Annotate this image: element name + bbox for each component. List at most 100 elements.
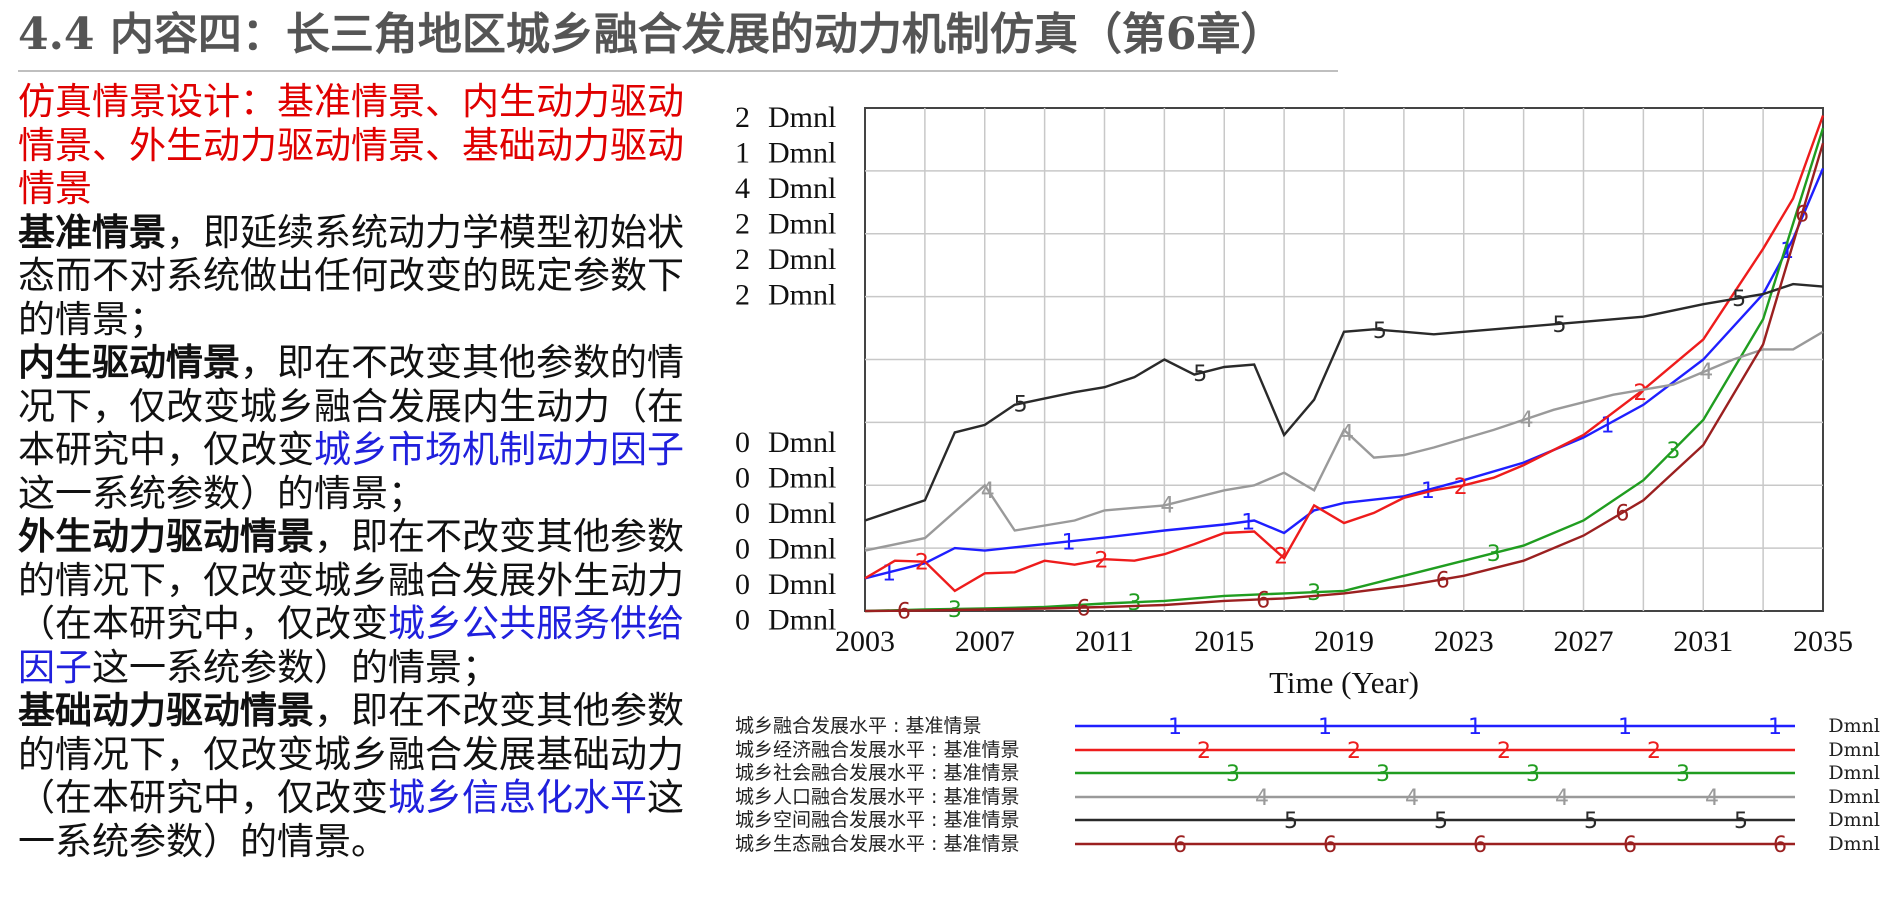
- legend-row: 城乡融合发展水平 : 基准情景 Dmnl 1 1 1 1 1: [735, 712, 1880, 740]
- y-tick-value: 2: [735, 208, 750, 241]
- slide-title: 4.4 内容四：长三角地区城乡融合发展的动力机制仿真（第6章）: [18, 9, 1285, 60]
- legend-row: 城乡经济融合发展水平 : 基准情景 Dmnl 2 2 2 2: [735, 736, 1880, 764]
- description-column: 仿真情景设计：基准情景、内生动力驱动情景、外生动力驱动情景、基础动力驱动情景 基…: [18, 80, 708, 863]
- series-marker-6: 6: [1256, 588, 1270, 613]
- endogenous-text-b: 这一系统参数）的情景；: [18, 471, 425, 515]
- series-line-2: [864, 115, 1825, 593]
- series-line-3: [864, 127, 1825, 613]
- legend-marker: 2: [1347, 739, 1361, 764]
- legend-row: 城乡社会融合发展水平 : 基准情景 Dmnl 3 3 3 3: [735, 759, 1880, 787]
- series-marker-4: 4: [1520, 408, 1534, 433]
- y-tick-unit: Dmnl: [768, 208, 836, 241]
- legend-label: 城乡社会融合发展水平 : 基准情景: [735, 762, 1020, 784]
- y-tick-value: 2: [735, 243, 750, 276]
- endogenous-keyword: 内生驱动情景: [18, 340, 240, 384]
- legend-row: 城乡人口融合发展水平 : 基准情景 Dmnl 4 4 4 4: [735, 783, 1880, 811]
- x-tick-label: 2031: [1673, 625, 1733, 658]
- x-axis-label: Time (Year): [1269, 665, 1419, 700]
- legend-swatch: 4 4 4 4: [1075, 786, 1795, 811]
- series-line-6: [864, 142, 1825, 613]
- legend-marker: 2: [1647, 739, 1661, 764]
- foundation-text-a: ，即在不改变其他参数的情况下，仅改变城乡融合发展基础动力（在本研究中，仅改变: [18, 689, 684, 819]
- legend-marker: 5: [1434, 809, 1448, 834]
- y-tick-unit: Dmnl: [768, 279, 836, 312]
- series-marker-6: 6: [1795, 203, 1809, 228]
- baseline-keyword: 基准情景: [18, 209, 166, 254]
- series-marker-6: 6: [1077, 597, 1091, 622]
- legend-marker: 1: [1318, 715, 1332, 740]
- legend-marker: 4: [1405, 786, 1419, 811]
- legend-label: 城乡空间融合发展水平 : 基准情景: [735, 809, 1020, 831]
- legend-marker: 3: [1226, 762, 1240, 787]
- legend-marker: 1: [1768, 715, 1782, 740]
- legend-marker: 3: [1676, 762, 1690, 787]
- x-tick-label: 2015: [1194, 625, 1254, 658]
- legend-label: 城乡融合发展水平 : 基准情景: [735, 715, 982, 737]
- y-tick-value: 0: [735, 462, 750, 495]
- legend-marker: 6: [1173, 833, 1187, 858]
- y-tick-value: 0: [735, 604, 750, 637]
- legend-label: 城乡生态融合发展水平 : 基准情景: [735, 832, 1020, 855]
- legend-swatch: 3 3 3 3: [1075, 762, 1795, 787]
- series-line-5: [864, 282, 1824, 522]
- legend-marker: 6: [1473, 833, 1487, 858]
- legend-unit: Dmnl: [1828, 738, 1880, 761]
- series-marker-4: 4: [981, 479, 995, 504]
- series-marker-4: 4: [1340, 422, 1354, 447]
- scenario-heading: 仿真情景设计：基准情景、内生动力驱动情景、外生动力驱动情景、基础动力驱动情景: [18, 80, 708, 211]
- scenario-heading-text: 仿真情景设计：基准情景、内生动力驱动情景、外生动力驱动情景、基础动力驱动情景: [18, 80, 684, 210]
- series-marker-5: 5: [1193, 362, 1207, 387]
- x-tick-label: 2019: [1314, 625, 1374, 658]
- legend-unit: Dmnl: [1828, 785, 1880, 808]
- exogenous-text-b: 这一系统参数）的情景；: [92, 645, 499, 689]
- y-tick-value: 2: [735, 279, 750, 312]
- x-tick-label: 2007: [955, 625, 1015, 658]
- legend-unit: Dmnl: [1828, 715, 1880, 737]
- series-marker-6: 6: [897, 600, 911, 625]
- series-marker-4: 4: [1160, 494, 1174, 519]
- series-line-4: [864, 330, 1824, 552]
- y-tick-value: 0: [735, 497, 750, 530]
- y-tick-unit: Dmnl: [768, 462, 836, 495]
- paragraph-baseline: 基准情景，即延续系统动力学模型初始状态而不对系统做出任何改变的既定参数下的情景；: [18, 209, 708, 342]
- y-tick-value: 0: [735, 533, 750, 566]
- y-tick-unit: Dmnl: [768, 172, 836, 205]
- legend-row: 城乡空间融合发展水平 : 基准情景 Dmnl 5 5 5 5: [735, 806, 1880, 834]
- series-marker-6: 6: [1615, 502, 1629, 527]
- line-chart: 2003 2007 2011 2015 2019 2023 2027 2031 2035Time…: [735, 101, 1853, 700]
- series-marker-5: 5: [1553, 313, 1567, 338]
- series-marker-3: 3: [1487, 542, 1501, 567]
- paragraph-endogenous: 内生驱动情景，即在不改变其他参数的情况下，仅改变城乡融合发展内生动力（在本研究中…: [18, 340, 708, 515]
- legend-marker: 5: [1284, 809, 1298, 834]
- y-tick-unit: Dmnl: [768, 101, 836, 134]
- legend-row: 城乡生态融合发展水平 : 基准情景 Dmnl 6 6 6 6 6: [735, 830, 1880, 858]
- y-tick-unit: Dmnl: [768, 533, 836, 566]
- series-marker-6: 6: [1436, 568, 1450, 593]
- series-marker-5: 5: [1014, 393, 1028, 418]
- legend-marker: 6: [1323, 833, 1337, 858]
- legend-marker: 2: [1197, 739, 1211, 764]
- legend-swatch: 1 1 1 1 1: [1075, 715, 1795, 740]
- y-tick-unit: Dmnl: [768, 604, 836, 637]
- series-marker-2: 2: [1274, 545, 1288, 570]
- legend-unit: Dmnl: [1828, 762, 1880, 784]
- baseline-text: ，即延续系统动力学模型初始状态而不对系统做出任何改变的既定参数下的情景；: [18, 210, 684, 341]
- y-tick-value: 2: [735, 101, 750, 134]
- x-tick-label: 2003: [835, 625, 895, 658]
- y-tick-value: 0: [735, 426, 750, 459]
- legend-marker: 4: [1555, 786, 1569, 811]
- legend-marker: 5: [1734, 809, 1748, 834]
- y-tick-unit: Dmnl: [768, 426, 836, 459]
- exogenous-highlight: 城乡公共服务供给因子: [18, 602, 684, 689]
- x-tick-label: 2011: [1075, 625, 1134, 658]
- legend-marker: 1: [1618, 715, 1632, 740]
- series-marker-5: 5: [1373, 319, 1387, 344]
- y-tick-value: 1: [735, 137, 750, 170]
- x-tick-label: 2023: [1434, 625, 1494, 658]
- series-marker-2: 2: [1633, 381, 1647, 406]
- series-marker-2: 2: [1454, 475, 1468, 500]
- legend-marker: 1: [1468, 715, 1482, 740]
- legend-label: 城乡经济融合发展水平 : 基准情景: [735, 738, 1020, 761]
- legend-marker: 4: [1255, 786, 1269, 811]
- series-marker-5: 5: [1732, 287, 1746, 312]
